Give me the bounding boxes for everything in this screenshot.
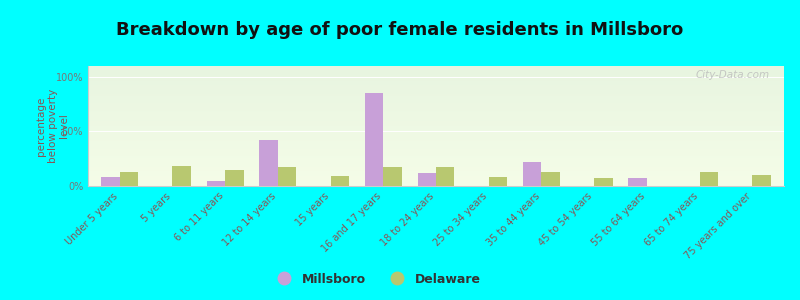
Bar (365, 93, 383, 186)
Bar (101, 177, 120, 186)
Text: City-Data.com: City-Data.com (696, 70, 770, 80)
Bar (489, 177, 507, 186)
Bar (383, 167, 402, 186)
Bar (206, 181, 225, 186)
Legend: Millsboro, Delaware: Millsboro, Delaware (266, 268, 486, 291)
Bar (752, 175, 771, 186)
Y-axis label: percentage
below poverty
level: percentage below poverty level (36, 89, 70, 163)
Bar (172, 167, 191, 186)
Bar (278, 167, 296, 186)
Bar (436, 167, 454, 186)
Bar (225, 169, 243, 186)
Bar (700, 172, 718, 186)
Bar (120, 172, 138, 186)
Bar (418, 173, 436, 186)
Bar (629, 178, 647, 186)
Bar (542, 172, 560, 186)
Bar (523, 162, 542, 186)
Bar (330, 176, 349, 186)
Bar (259, 140, 278, 186)
Text: Breakdown by age of poor female residents in Millsboro: Breakdown by age of poor female resident… (116, 21, 684, 39)
Bar (594, 178, 613, 186)
